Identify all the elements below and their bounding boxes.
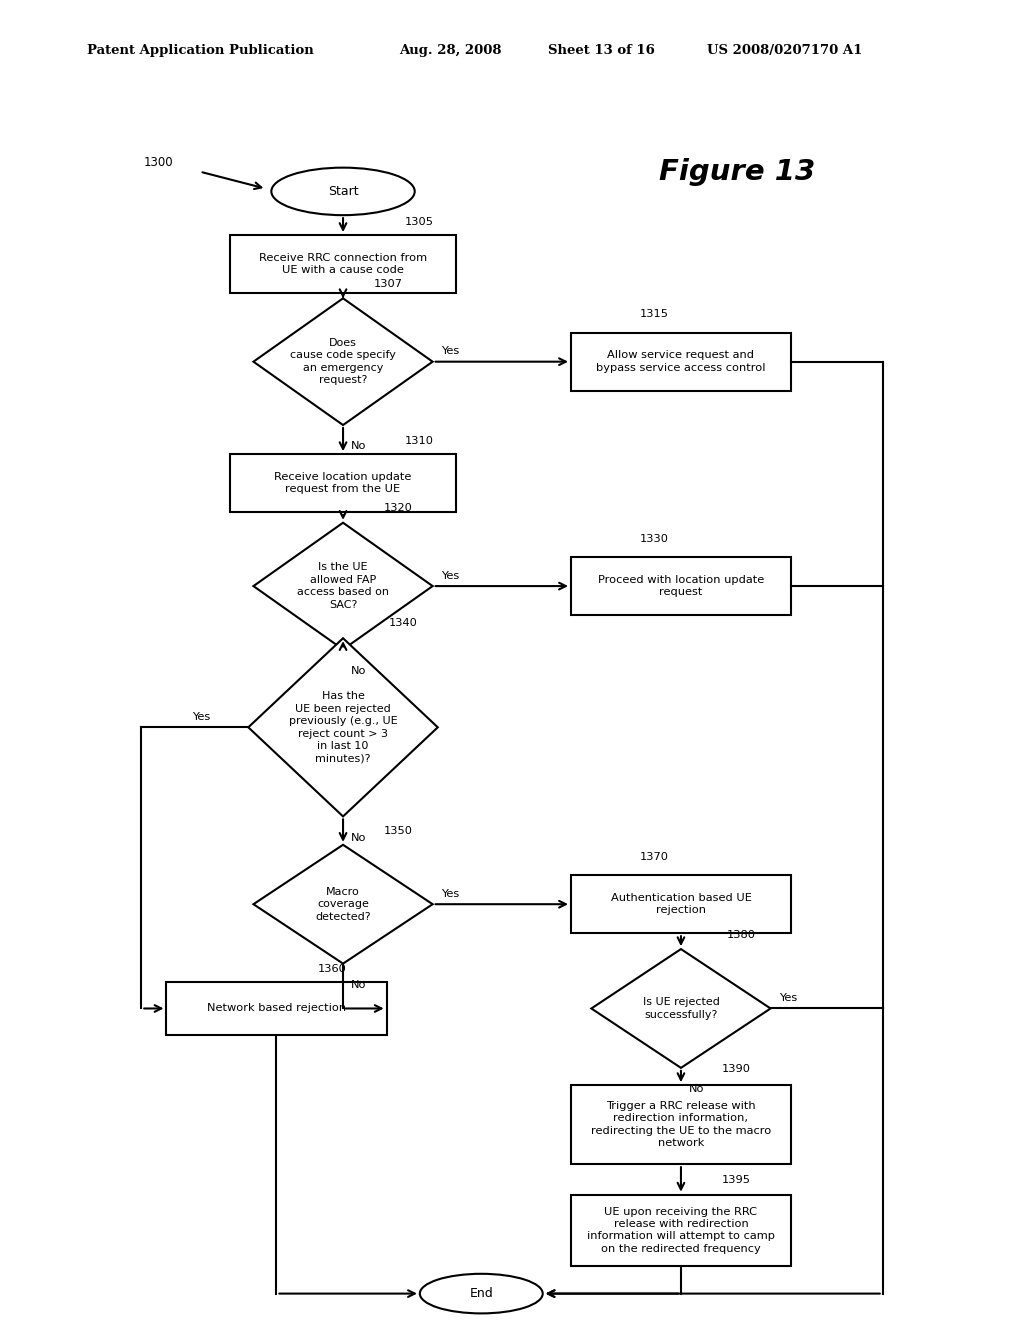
Text: Macro
coverage
detected?: Macro coverage detected?: [315, 887, 371, 921]
Text: No: No: [351, 441, 367, 451]
Bar: [571, 557, 791, 615]
Text: Aug. 28, 2008: Aug. 28, 2008: [399, 44, 502, 57]
Bar: [571, 1085, 791, 1164]
Text: 1380: 1380: [727, 929, 756, 940]
Bar: [230, 235, 456, 293]
Text: Yes: Yes: [440, 570, 459, 581]
Text: 1300: 1300: [144, 156, 173, 169]
Text: No: No: [351, 665, 367, 676]
Bar: [167, 982, 387, 1035]
Text: 1370: 1370: [640, 851, 669, 862]
Ellipse shape: [420, 1274, 543, 1313]
Text: Start: Start: [328, 185, 358, 198]
Text: Yes: Yes: [440, 346, 459, 356]
Text: 1330: 1330: [640, 533, 669, 544]
Text: 1395: 1395: [722, 1175, 751, 1185]
Text: 1307: 1307: [374, 279, 402, 289]
Text: No: No: [351, 979, 367, 990]
Text: Network based rejection: Network based rejection: [207, 1003, 346, 1014]
Text: Is the UE
allowed FAP
access based on
SAC?: Is the UE allowed FAP access based on SA…: [297, 562, 389, 610]
Text: Sheet 13 of 16: Sheet 13 of 16: [548, 44, 654, 57]
Text: Patent Application Publication: Patent Application Publication: [87, 44, 313, 57]
Text: No: No: [689, 1084, 705, 1094]
Text: Allow service request and
bypass service access control: Allow service request and bypass service…: [596, 351, 766, 372]
Text: 1340: 1340: [389, 618, 418, 628]
Bar: [571, 333, 791, 391]
Bar: [571, 875, 791, 933]
Polygon shape: [254, 845, 432, 964]
Text: 1310: 1310: [404, 436, 433, 446]
Text: Figure 13: Figure 13: [659, 157, 815, 186]
Text: 1320: 1320: [384, 503, 413, 513]
Polygon shape: [592, 949, 771, 1068]
Text: Has the
UE been rejected
previously (e.g., UE
reject count > 3
in last 10
minute: Has the UE been rejected previously (e.g…: [289, 692, 397, 763]
Text: Yes: Yes: [440, 888, 459, 899]
Bar: [571, 1195, 791, 1266]
Ellipse shape: [271, 168, 415, 215]
Text: No: No: [351, 833, 367, 842]
Text: 1350: 1350: [384, 825, 413, 836]
Text: Yes: Yes: [193, 711, 210, 722]
Text: End: End: [469, 1287, 494, 1300]
Text: UE upon receiving the RRC
release with redirection
information will attempt to c: UE upon receiving the RRC release with r…: [587, 1206, 775, 1254]
Text: Receive RRC connection from
UE with a cause code: Receive RRC connection from UE with a ca…: [259, 253, 427, 275]
Text: 1360: 1360: [317, 964, 346, 974]
Polygon shape: [249, 639, 438, 816]
Text: US 2008/0207170 A1: US 2008/0207170 A1: [707, 44, 862, 57]
Text: Receive location update
request from the UE: Receive location update request from the…: [274, 473, 412, 494]
Text: Trigger a RRC release with
redirection information,
redirecting the UE to the ma: Trigger a RRC release with redirection i…: [591, 1101, 771, 1148]
Polygon shape: [254, 523, 432, 649]
Text: Is UE rejected
successfully?: Is UE rejected successfully?: [642, 998, 720, 1019]
Text: Yes: Yes: [779, 993, 797, 1003]
Text: 1390: 1390: [722, 1064, 751, 1074]
Text: 1315: 1315: [640, 309, 669, 319]
Text: 1305: 1305: [404, 216, 433, 227]
Text: Proceed with location update
request: Proceed with location update request: [598, 576, 764, 597]
Text: Does
cause code specify
an emergency
request?: Does cause code specify an emergency req…: [290, 338, 396, 385]
Polygon shape: [254, 298, 432, 425]
Text: Authentication based UE
rejection: Authentication based UE rejection: [610, 894, 752, 915]
Bar: [230, 454, 456, 512]
